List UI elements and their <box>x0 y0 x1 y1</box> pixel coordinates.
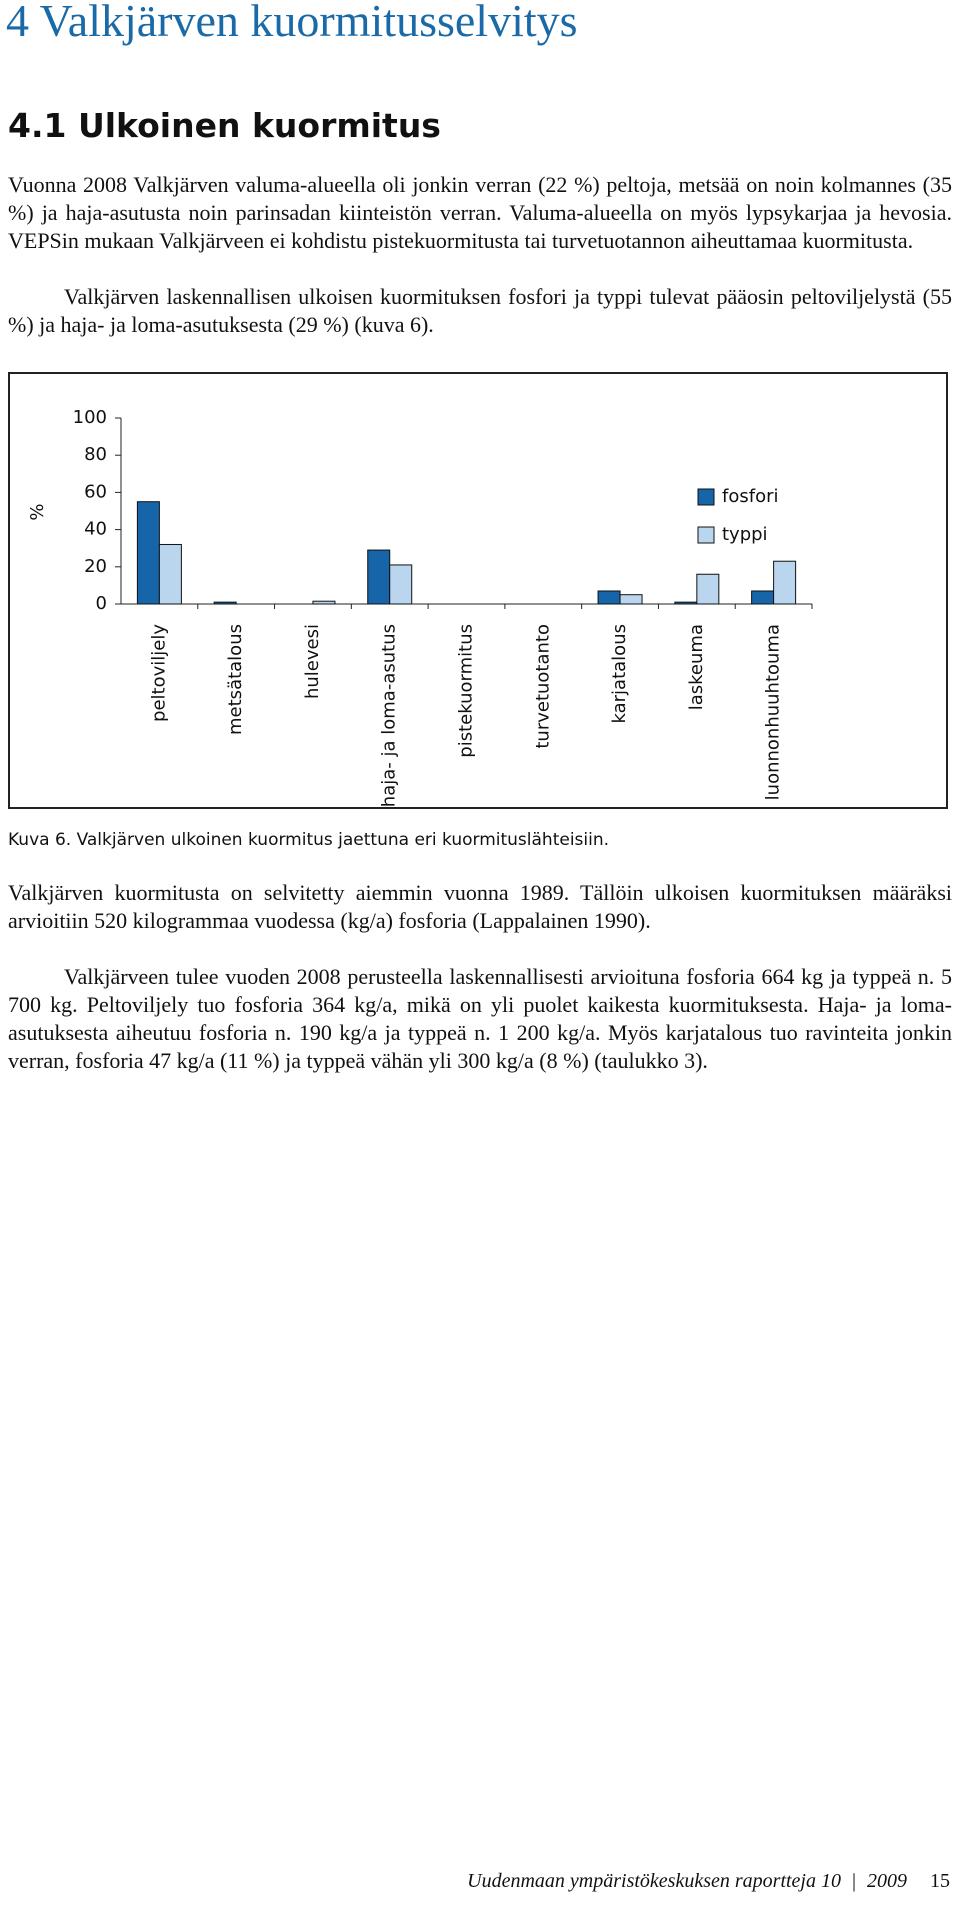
paragraph: Valkjärven kuormitusta on selvitetty aie… <box>8 880 952 933</box>
bar <box>213 601 237 605</box>
page-number: 15 <box>930 1870 950 1892</box>
y-axis-label: % <box>27 503 48 520</box>
y-tick-label: 80 <box>84 444 107 465</box>
paragraph: Vuonna 2008 Valkjärven valuma-alueella o… <box>8 172 952 253</box>
y-tick-label: 100 <box>73 407 107 428</box>
x-tick-label: turvetuotanto <box>532 624 553 749</box>
x-tick-label: haja- ja loma-asutus <box>379 624 400 807</box>
footer: Uudenmaan ympäristökeskuksen raportteja … <box>467 1870 950 1893</box>
bar <box>619 594 643 605</box>
x-tick-label: pistekuormitus <box>456 624 477 758</box>
section-title: 4.1 Ulkoinen kuormitus <box>8 106 441 145</box>
y-tick-label: 0 <box>96 593 107 614</box>
legend-label: fosfori <box>722 486 778 507</box>
legend-swatch <box>697 526 715 544</box>
bar <box>136 501 160 605</box>
y-tick-label: 20 <box>84 556 107 577</box>
footer-year: 2009 <box>867 1870 907 1892</box>
x-tick-label: laskeuma <box>686 624 707 710</box>
bar <box>696 573 720 605</box>
x-tick-label: metsätalous <box>225 624 246 735</box>
bar <box>158 543 182 605</box>
separator: | <box>851 1870 856 1892</box>
chart: % 0 20 40 60 80 100 peltoviljely metsätalous hul… <box>8 372 948 809</box>
bar <box>389 564 413 605</box>
bar <box>751 590 775 605</box>
x-tick-label: karjatalous <box>609 624 630 723</box>
heading: 4 Valkjärven kuormitusselvitys <box>6 0 578 46</box>
bar <box>773 560 797 605</box>
footer-series: Uudenmaan ympäristökeskuksen raportteja … <box>467 1870 841 1892</box>
chart-frame <box>8 372 948 809</box>
x-tick-label: hulevesi <box>302 624 323 699</box>
x-tick-label: peltoviljely <box>148 624 169 722</box>
legend-label: typpi <box>722 524 768 545</box>
bar <box>312 600 336 605</box>
paragraph: Valkjärven laskennallisen ulkoisen kuorm… <box>8 284 952 337</box>
y-tick-label: 60 <box>84 481 107 502</box>
y-tick-label: 40 <box>84 519 107 540</box>
x-tick-label: luonnonhuuhtouma <box>763 624 784 800</box>
paragraph: Valkjärveen tulee vuoden 2008 perusteell… <box>8 964 952 1073</box>
bar <box>597 590 621 605</box>
legend-swatch <box>697 488 715 506</box>
bar <box>674 601 698 605</box>
caption: Kuva 6. Valkjärven ulkoinen kuormitus ja… <box>8 830 610 850</box>
bar <box>367 549 391 605</box>
